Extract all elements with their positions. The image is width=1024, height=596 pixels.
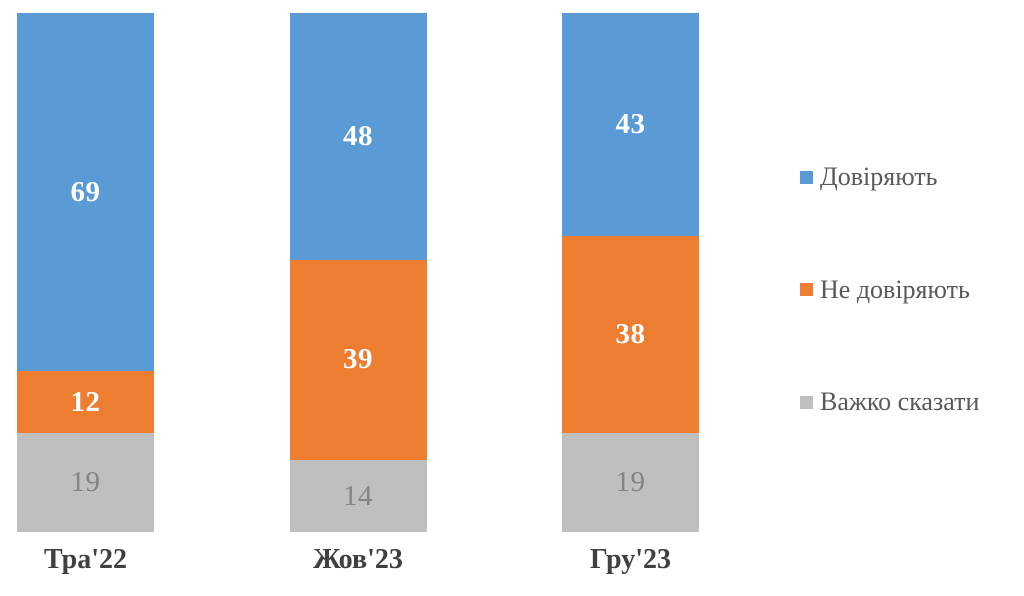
bar-column: 69 12 19 [17, 13, 154, 532]
bar-segment: 48 [289, 13, 427, 260]
bar-segment: 19 [17, 433, 154, 532]
plot-area: 69 12 19 48 39 14 43 38 19 [0, 13, 760, 532]
bar-segment: 14 [289, 460, 427, 532]
bar-segment: 39 [289, 259, 427, 461]
data-label: 39 [343, 343, 373, 376]
data-label: 38 [615, 318, 646, 351]
category-label: Гру'23 [589, 544, 672, 575]
legend-item: Не довіряють [800, 275, 970, 305]
bar-column: 48 39 14 [289, 13, 427, 532]
data-label: 19 [615, 466, 646, 499]
category-label: Жов'23 [313, 544, 403, 575]
legend: Довіряють Не довіряють Важко сказати [800, 0, 1024, 596]
data-label: 48 [343, 119, 373, 152]
bar-segment: 12 [17, 371, 154, 434]
data-label: 14 [343, 479, 373, 512]
legend-label: Не довіряють [820, 274, 970, 304]
bar-segment: 43 [562, 13, 699, 237]
x-axis-labels: Тра'22 Жов'23 Гру'23 [0, 544, 760, 584]
legend-swatch-icon [800, 170, 813, 184]
data-label: 19 [70, 466, 101, 499]
data-label: 12 [70, 385, 101, 418]
bar-segment: 19 [562, 433, 699, 532]
bar-column: 43 38 19 [562, 13, 699, 532]
legend-swatch-icon [800, 395, 813, 409]
legend-item: Важко сказати [800, 387, 979, 417]
legend-label: Важко сказати [820, 387, 980, 416]
bar-segment: 69 [17, 13, 154, 372]
data-label: 69 [70, 175, 101, 208]
data-label: 43 [615, 108, 646, 141]
bar-segment: 38 [562, 236, 699, 434]
legend-label: Довіряють [820, 162, 938, 191]
category-label: Тра'22 [44, 544, 127, 575]
legend-item: Довіряють [800, 162, 938, 192]
legend-swatch-icon [800, 283, 813, 296]
